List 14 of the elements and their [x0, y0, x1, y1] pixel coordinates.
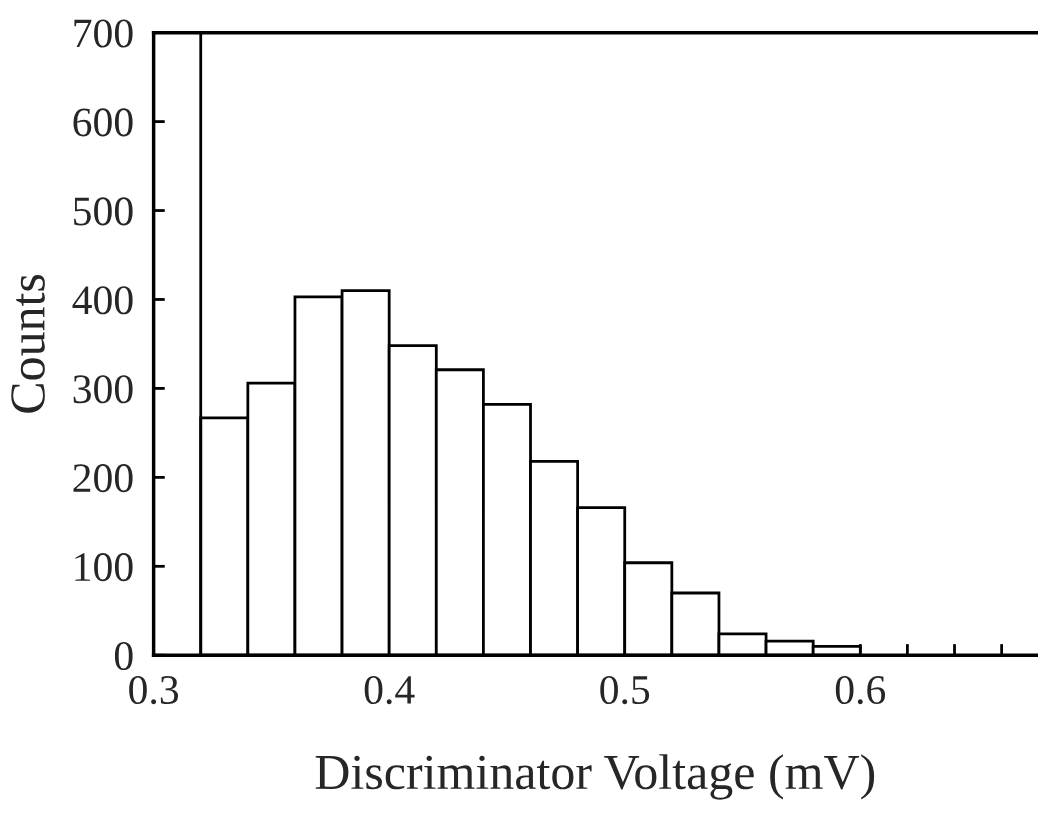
y-tick-label: 0 [114, 642, 133, 671]
x-axis-title: Discriminator Voltage (mV) [315, 754, 875, 800]
x-tick-label: 0.3 [129, 675, 179, 705]
y-tick-label: 700 [74, 19, 133, 48]
x-tick-label: 0.4 [364, 675, 415, 705]
y-tick-label: 100 [75, 553, 133, 582]
x-tick-label: 0.6 [835, 675, 886, 705]
y-tick-label: 500 [74, 197, 133, 226]
y-tick-label: 300 [73, 375, 133, 404]
x-tick-label: 0.5 [600, 675, 650, 705]
y-tick-label: 600 [73, 108, 133, 137]
y-tick-label: 200 [73, 464, 133, 493]
y-axis-title: Counts [11, 274, 45, 413]
y-tick-label: 400 [72, 286, 133, 315]
